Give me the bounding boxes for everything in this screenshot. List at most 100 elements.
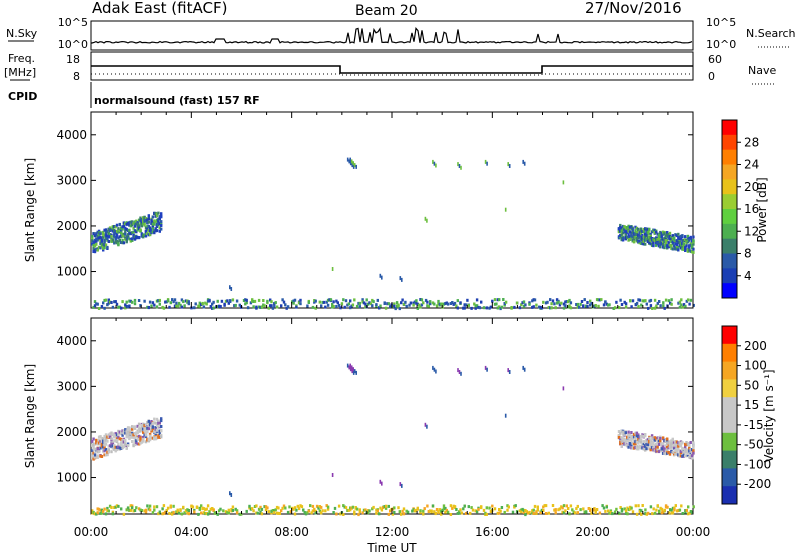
scatter-cell (129, 435, 132, 439)
scatter-cell (623, 230, 626, 234)
scatter-cell (176, 304, 179, 308)
scatter-cell (639, 229, 643, 233)
scatter-cell (406, 510, 410, 514)
scatter-cell (180, 512, 184, 516)
x-axis: 00:00 04:00 08:00 12:00 16:00 20:00 00:00 (74, 525, 711, 539)
scatter-cell (175, 304, 178, 308)
scatter-cell (650, 436, 654, 440)
scatter-cell (675, 452, 679, 456)
scatter-cell (273, 304, 276, 308)
scatter-cell (631, 235, 634, 239)
scatter-cell (675, 247, 679, 251)
scatter-cell (691, 511, 694, 514)
scatter-cell (419, 510, 422, 514)
scatter-cell (688, 244, 691, 248)
scatter-cell (627, 445, 630, 449)
scatter-cell (631, 446, 634, 450)
scatter-cell (506, 504, 509, 508)
scatter-cell (209, 305, 212, 308)
scatter-cell (551, 504, 555, 507)
scatter-cell (675, 448, 679, 452)
scatter-cell (467, 303, 470, 307)
scatter-cell (656, 439, 659, 443)
scatter-cell (96, 230, 99, 234)
scatter-cell (667, 451, 670, 454)
scatter-cell (205, 302, 208, 306)
scatter-cell (102, 230, 105, 234)
scatter-cell (572, 510, 575, 514)
scatter-cell (135, 230, 138, 234)
scatter-cell (108, 233, 112, 236)
scatter-cell (128, 237, 131, 241)
scatter-cell (140, 232, 144, 236)
scatter-cell (91, 242, 94, 246)
scatter-cell (124, 303, 127, 307)
scatter-cell (238, 512, 241, 516)
scatter-cell (656, 436, 659, 440)
scatter-cell (431, 504, 435, 508)
scatter-cell (153, 219, 156, 223)
scatter-cell (93, 300, 97, 304)
scatter-cell (504, 300, 508, 304)
scatter-cell (132, 233, 135, 237)
scatter-cell (650, 446, 654, 450)
scatter-cell (684, 509, 687, 512)
scatter-cell (291, 506, 294, 510)
scatter-cell (113, 506, 116, 509)
scatter-cell (92, 247, 95, 250)
scatter-cell (235, 511, 239, 515)
scatter-cell (424, 216, 427, 221)
scatter-cell (304, 512, 308, 516)
scatter-cell (391, 507, 395, 511)
scatter-cell (197, 304, 200, 308)
scatter-cell (524, 303, 527, 307)
scatter-cell (678, 454, 681, 458)
scatter-cell (621, 236, 625, 240)
scatter-cell (569, 306, 573, 310)
scatter-cell (402, 302, 406, 306)
scatter-cell (608, 511, 611, 515)
scatter-cell (617, 434, 621, 438)
scatter-cell (286, 305, 290, 309)
scatter-cell (536, 505, 539, 509)
scatter-cell (440, 509, 443, 513)
scatter-cell (91, 456, 94, 460)
scatter-cell (302, 508, 305, 512)
scatter-cell (125, 432, 128, 436)
scatter-cell (150, 429, 153, 433)
scatter-cell (628, 442, 632, 446)
scatter-cell (539, 511, 542, 515)
scatter-cell (670, 439, 673, 443)
scatter-cell (646, 443, 650, 447)
scatter-cell (634, 435, 637, 439)
scatter-cell (462, 507, 465, 511)
scatter-cell (107, 444, 110, 448)
scatter-cell (657, 450, 661, 454)
scatter-cell (667, 236, 670, 240)
scatter-cell (627, 233, 630, 237)
scatter-cell (114, 434, 117, 438)
scatter-cell (158, 424, 161, 428)
scatter-cell (686, 448, 690, 452)
scatter-cell (617, 227, 621, 231)
scatter-cell (154, 214, 157, 218)
scatter-cell (93, 244, 97, 248)
scatter-cell (108, 229, 112, 232)
scatter-cell (642, 242, 645, 246)
scatter-cell (184, 509, 188, 512)
scatter-cell (194, 302, 197, 306)
scatter-cell (92, 444, 95, 448)
scatter-cell (383, 505, 386, 508)
scatter-cell (351, 369, 353, 374)
scatter-cell (644, 232, 647, 236)
scatter-cell (137, 218, 141, 222)
scatter-cell (655, 304, 658, 308)
scatter-cell (391, 305, 395, 309)
scatter-cell (647, 306, 650, 310)
scatter-cell (216, 512, 219, 516)
scatter-cell (666, 231, 669, 234)
scatter-cell (352, 367, 354, 372)
scatter-cell (499, 307, 502, 311)
scatter-cell (653, 237, 656, 241)
scatter-cell (609, 510, 613, 514)
